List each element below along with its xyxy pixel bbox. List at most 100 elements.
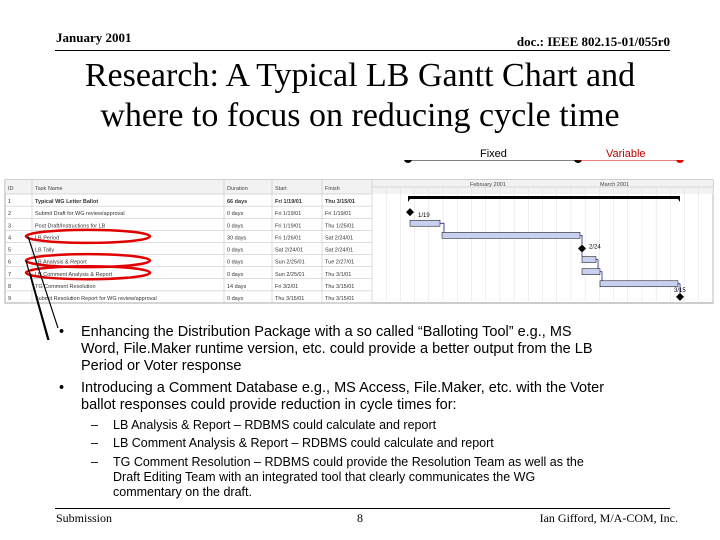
sub-bullet-3-line: Draft Editing Team with an integrated to…: [113, 470, 536, 484]
gantt-row-finish: Sat 2/24/01: [325, 235, 353, 241]
gantt-summary-bar: [408, 196, 680, 199]
gantt-row-duration: 0 days: [227, 223, 243, 229]
legend-variable-endpoint: [676, 160, 684, 163]
gantt-row-finish: Thu 3/1/01: [325, 272, 351, 278]
footer-page-number: 8: [357, 511, 363, 525]
gantt-row-task-name: Post Draft/Instructions for LB: [35, 223, 106, 229]
gantt-row-id: 9: [8, 296, 11, 302]
gantt-row-duration: 0 days: [227, 272, 243, 278]
gantt-milestone: [676, 292, 684, 301]
gantt-row-id: 4: [8, 235, 11, 241]
slide-title: Research: A Typical LB Gantt Chart and w…: [0, 56, 720, 136]
gantt-row-task-name: Submit Resolution Report for WG review/a…: [35, 296, 157, 302]
pointer-line: [29, 272, 50, 340]
gantt-dependency-arrow: [678, 283, 681, 293]
gantt-row-id: 1: [8, 199, 11, 205]
legend-fixed-endpoint: [574, 160, 582, 163]
gantt-dependency-arrow: [600, 271, 603, 281]
bullet-1-line: Word, File.Maker runtime version, etc. c…: [81, 341, 593, 357]
gantt-row-task-name: Submit Draft for WG review/approval: [35, 211, 125, 217]
bullet-dot: •: [59, 380, 65, 396]
gantt-row-start: Sat 2/24/01: [275, 248, 303, 254]
gantt-row-start: Sun 2/25/01: [275, 260, 305, 266]
header-date: January 2001: [56, 30, 132, 45]
gantt-row-start: Thu 3/15/01: [275, 296, 304, 302]
gantt-row-finish: Thu 3/15/01: [325, 284, 354, 290]
gantt-row-task-name: Typical WG Letter Ballot: [35, 199, 98, 205]
gantt-row-task-name: TG Comment Resolution: [35, 284, 96, 290]
bullet-dot: •: [59, 324, 65, 340]
gantt-row-id: 3: [8, 223, 11, 229]
pointer-line: [27, 236, 59, 329]
gantt-row-finish: Sat 2/24/01: [325, 248, 353, 254]
bullet-2-line: Introducing a Comment Database e.g., MS …: [81, 380, 605, 396]
gantt-row-start: Sun 2/25/01: [275, 272, 305, 278]
gantt-row-id: 2: [8, 211, 11, 217]
sub-bullet-dash: –: [91, 455, 98, 469]
header-rule: [55, 50, 670, 51]
bullet-1-line: Period or Voter response: [81, 358, 242, 374]
sub-bullet-3-line: TG Comment Resolution – RDBMS could prov…: [113, 455, 584, 469]
sub-bullet-3-line: commentary on the draft.: [113, 485, 252, 499]
gantt-row-duration: 0 days: [227, 248, 243, 254]
title-line-2: where to focus on reducing cycle time: [100, 97, 620, 134]
gantt-row-start: Fri 1/26/01: [275, 235, 301, 241]
gantt-row-start: Fri 1/19/01: [275, 223, 301, 229]
bullet-2: • Introducing a Comment Database e.g., M…: [59, 380, 681, 414]
gantt-row-task-name: LB Tally: [35, 248, 54, 254]
sub-bullet-2: – LB Comment Analysis & Report – RDBMS c…: [91, 436, 673, 451]
gantt-row-id: 5: [8, 248, 11, 254]
gantt-task-bar: [441, 232, 581, 239]
gantt-row-id: 8: [8, 284, 11, 290]
sub-bullet-3: – TG Comment Resolution – RDBMS could pr…: [91, 455, 673, 500]
highlight-oval: [24, 228, 152, 245]
gantt-row-task-name: LB Period: [35, 235, 59, 241]
gantt-task-bar: [581, 268, 601, 275]
sub-bullet-dash: –: [91, 436, 98, 450]
gantt-row-duration: 30 days: [227, 235, 247, 241]
gantt-task-bar: [599, 280, 679, 288]
sub-bullet-dash: –: [91, 418, 98, 432]
footer-submission: Submission: [56, 511, 113, 525]
gantt-row-id: 6: [8, 260, 11, 266]
footer-rule: [55, 508, 670, 509]
gantt-row-id: 7: [8, 272, 11, 278]
bullet-1: • Enhancing the Distribution Package wit…: [59, 324, 681, 375]
gantt-row-finish: Fri 1/19/01: [325, 211, 351, 217]
gantt-column-header: Start: [275, 186, 287, 192]
gantt-milestone: [578, 244, 586, 253]
bullet-1-line: Enhancing the Distribution Package with …: [81, 324, 572, 340]
gantt-month-label: February 2001: [470, 182, 506, 188]
title-line-1: Research: A Typical LB Gantt Chart and: [84, 57, 636, 94]
gantt-milestone-label: 2/24: [589, 244, 601, 250]
gantt-dependency-arrow: [440, 222, 445, 233]
gantt-row-duration: 0 days: [227, 260, 243, 266]
gantt-row-start: Fri 3/2/01: [275, 284, 298, 290]
gantt-chart: ID Task Name Duration Start Finish February 2…: [4, 160, 714, 340]
gantt-column-header: Task Name: [35, 186, 63, 192]
gantt-milestone-label: 1/19: [418, 213, 430, 219]
gantt-task-bar: [409, 219, 441, 227]
pointer-line: [25, 260, 49, 340]
gantt-row-start: Fri 1/19/01: [275, 199, 302, 205]
gantt-row-finish: Thu 3/15/01: [325, 199, 355, 205]
gantt-column-header: Finish: [325, 186, 340, 192]
gantt-row-duration: 14 days: [227, 284, 247, 290]
gantt-summary-cap: [408, 196, 412, 202]
sub-bullet-1: – LB Analysis & Report – RDBMS could cal…: [91, 418, 673, 433]
legend-fixed-label: Fixed: [480, 148, 507, 160]
gantt-row-finish: Tue 2/27/01: [325, 260, 354, 266]
bullet-2-line: ballot responses could provide reduction…: [81, 397, 457, 413]
gantt-row-finish: Thu 1/25/01: [325, 223, 354, 229]
gantt-row-finish: Thu 3/15/01: [325, 296, 354, 302]
gantt-row-duration: 0 days: [227, 211, 243, 217]
legend-fixed-endpoint: [404, 160, 412, 163]
footer-author: Ian Gifford, M/A-COM, Inc.: [539, 511, 678, 525]
gantt-dependency-arrow: [596, 259, 599, 269]
gantt-row-duration: 0 days: [227, 296, 243, 302]
highlight-oval: [24, 264, 152, 281]
sub-bullet-2-line: LB Comment Analysis & Report – RDBMS cou…: [113, 436, 494, 450]
legend-variable-label: Variable: [606, 148, 646, 160]
gantt-header-bg: [5, 180, 713, 194]
gantt-summary-cap: [676, 196, 680, 202]
